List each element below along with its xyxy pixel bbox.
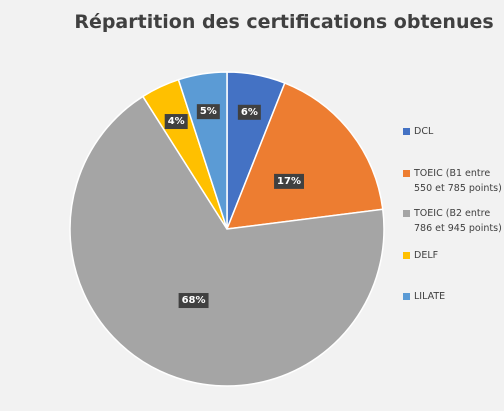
legend-label: TOEIC (B2 entre 786 et 945 points) [414,208,502,234]
data-label: 17% [277,176,301,187]
legend-item: DELF [403,248,504,263]
legend-swatch [403,293,410,300]
chart-title: Répartition des certifications obtenues [74,11,493,33]
legend-swatch [403,128,410,135]
data-label-group: 4% [164,114,188,130]
legend-swatch [403,252,410,259]
legend-swatch [403,170,410,177]
legend-item: TOEIC (B1 entre 550 et 785 points) [403,166,504,196]
legend-label: DELF [414,250,439,261]
data-label-box [196,104,220,120]
data-label-group: 6% [237,104,261,120]
data-label-box [178,293,209,309]
pie-slice [225,82,384,230]
data-label: 5% [200,106,217,117]
pie-slice [69,95,385,387]
legend-item: DCL [403,124,504,139]
legend-item: LILATE [403,289,504,304]
data-label-box [274,173,304,189]
data-label-box [237,104,261,120]
data-label-group: 68% [178,293,209,309]
data-label: 6% [241,107,258,118]
data-label-box [164,114,188,130]
legend-label: DCL [414,126,434,137]
legend-swatch [403,210,410,217]
legend-item: TOEIC (B2 entre 786 et 945 points) [403,206,504,236]
data-label: 68% [182,295,206,306]
data-label: 4% [168,116,185,127]
data-label-group: 5% [196,104,220,120]
legend-label: LILATE [414,291,446,302]
legend-label: TOEIC (B1 entre 550 et 785 points) [414,168,502,194]
data-label-group: 17% [274,173,304,189]
